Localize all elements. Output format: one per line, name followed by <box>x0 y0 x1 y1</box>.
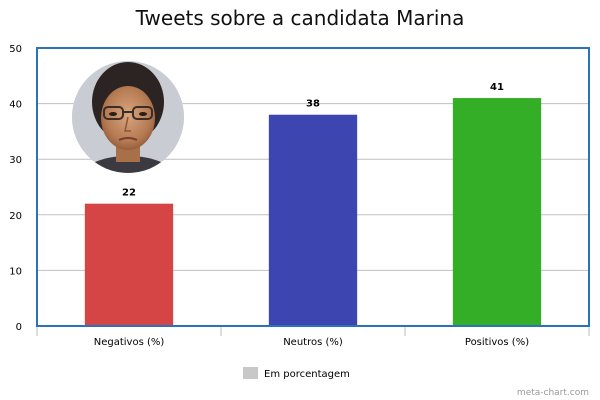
x-tick-label: Positivos (%) <box>465 337 529 348</box>
candidate-portrait-photo <box>72 61 184 173</box>
data-label: 41 <box>490 82 504 93</box>
legend-label: Em porcentagem <box>264 369 350 380</box>
y-tick-label: 30 <box>9 155 22 166</box>
bars <box>84 98 542 326</box>
bar <box>268 114 358 326</box>
data-labels: 22 38 41 <box>122 82 504 199</box>
data-label: 38 <box>306 99 320 110</box>
legend: Em porcentagem <box>243 367 350 380</box>
plot-frame <box>36 47 590 327</box>
x-tick-label: Negativos (%) <box>94 337 165 348</box>
x-axis: Negativos (%) Neutros (%) Positivos (%) <box>36 327 590 348</box>
x-tick-label: Neutros (%) <box>283 337 343 348</box>
y-tick-label: 0 <box>16 322 22 333</box>
y-tick-label: 50 <box>9 44 22 55</box>
data-label: 22 <box>122 188 136 199</box>
y-tick-label: 10 <box>9 266 22 277</box>
y-axis-ticks: 0 10 20 30 40 50 <box>9 44 22 333</box>
bar <box>84 203 174 326</box>
chart-title: Tweets sobre a candidata Marina <box>135 6 465 30</box>
y-tick-label: 20 <box>9 211 22 222</box>
y-tick-label: 40 <box>9 100 22 111</box>
bar <box>452 98 542 326</box>
credit-text: meta-chart.com <box>517 388 589 398</box>
legend-swatch <box>243 367 258 379</box>
